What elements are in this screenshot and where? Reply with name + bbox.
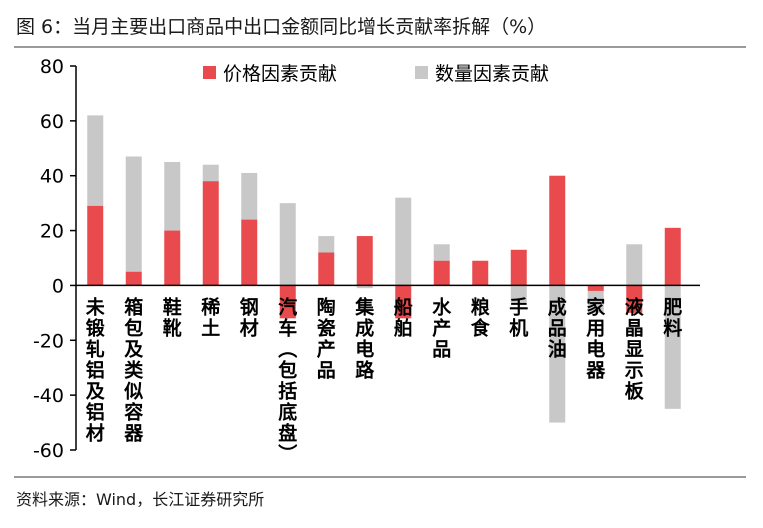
category-label: 钢材 [240, 296, 259, 339]
category-label: 液晶显示板 [625, 295, 645, 402]
legend-label: 价格因素贡献 [223, 63, 337, 85]
volume-bar [356, 285, 373, 289]
price-bar [356, 236, 373, 286]
volume-bar [87, 115, 104, 206]
price-bar [587, 285, 604, 291]
figure-title: 图 6：当月主要出口商品中出口金额同比增长贡献率拆解（%） [16, 16, 547, 38]
y-axis: 80 60 40 20 0 -20 -40 -60 [33, 56, 77, 462]
category-label: 家用电器 [585, 295, 606, 381]
price-bar [472, 260, 489, 286]
bottom-divider [14, 476, 746, 478]
y-tick-label: 40 [40, 166, 64, 188]
y-tick-label: 60 [40, 111, 64, 133]
price-series [87, 175, 681, 319]
category-label: 粮食 [471, 295, 491, 339]
volume-bar [279, 203, 296, 286]
price-bar [395, 285, 412, 319]
price-bar [202, 181, 219, 286]
legend-label: 数量因素贡献 [435, 63, 549, 85]
price-bar [164, 230, 181, 286]
category-label: 肥料 [663, 296, 682, 339]
category-label: 未锻轧铝及铝材 [85, 295, 106, 444]
y-tick-label: 20 [40, 221, 64, 243]
title-divider [14, 46, 746, 48]
legend-swatch [203, 66, 216, 79]
category-label: 水产品 [432, 296, 452, 360]
category-label: 汽车︵包括底盘︶ [278, 295, 297, 465]
volume-bar [395, 197, 412, 286]
y-tick-label: -60 [33, 440, 64, 462]
volume-bar [164, 162, 181, 231]
volume-series [87, 115, 681, 423]
volume-bar [241, 172, 258, 220]
price-bar [279, 285, 296, 319]
price-bar [510, 249, 527, 286]
y-tick-label: -20 [33, 330, 64, 352]
legend: 价格因素贡献 数量因素贡献 [203, 63, 549, 85]
volume-bar [125, 156, 142, 272]
category-label: 集成电路 [354, 295, 375, 381]
volume-bar [549, 285, 566, 423]
volume-bar [318, 236, 335, 253]
volume-bar [202, 164, 219, 182]
price-bar [87, 205, 104, 286]
volume-bar [433, 244, 450, 261]
source-note: 资料来源：Wind，长江证券研究所 [16, 490, 265, 509]
price-bar [318, 252, 335, 286]
category-label: 箱包及类似容器 [123, 295, 144, 444]
volume-bar [587, 290, 604, 313]
category-label: 陶瓷产品 [317, 295, 336, 381]
volume-bar [626, 244, 643, 286]
price-bar [241, 219, 258, 286]
y-tick-label: 80 [40, 56, 64, 78]
price-bar [626, 285, 643, 313]
category-label: 手机 [509, 295, 528, 339]
category-label: 船舶 [394, 295, 413, 339]
category-label: 稀土 [201, 295, 220, 339]
price-bar [433, 260, 450, 286]
volume-bar [510, 285, 527, 302]
bar-chart: 价格因素贡献 数量因素贡献 80 60 40 20 0 -20 -40 -60 未锻轧铝及铝材箱… [33, 56, 700, 465]
price-bar [664, 227, 681, 286]
volume-bar [664, 285, 681, 409]
price-bar [549, 175, 566, 286]
y-tick-label: -40 [33, 385, 64, 407]
category-label: 鞋靴 [163, 295, 182, 339]
price-bar [125, 271, 142, 286]
category-label: 成品油 [548, 295, 567, 360]
y-tick-label: 0 [52, 275, 64, 297]
legend-swatch [415, 66, 428, 79]
